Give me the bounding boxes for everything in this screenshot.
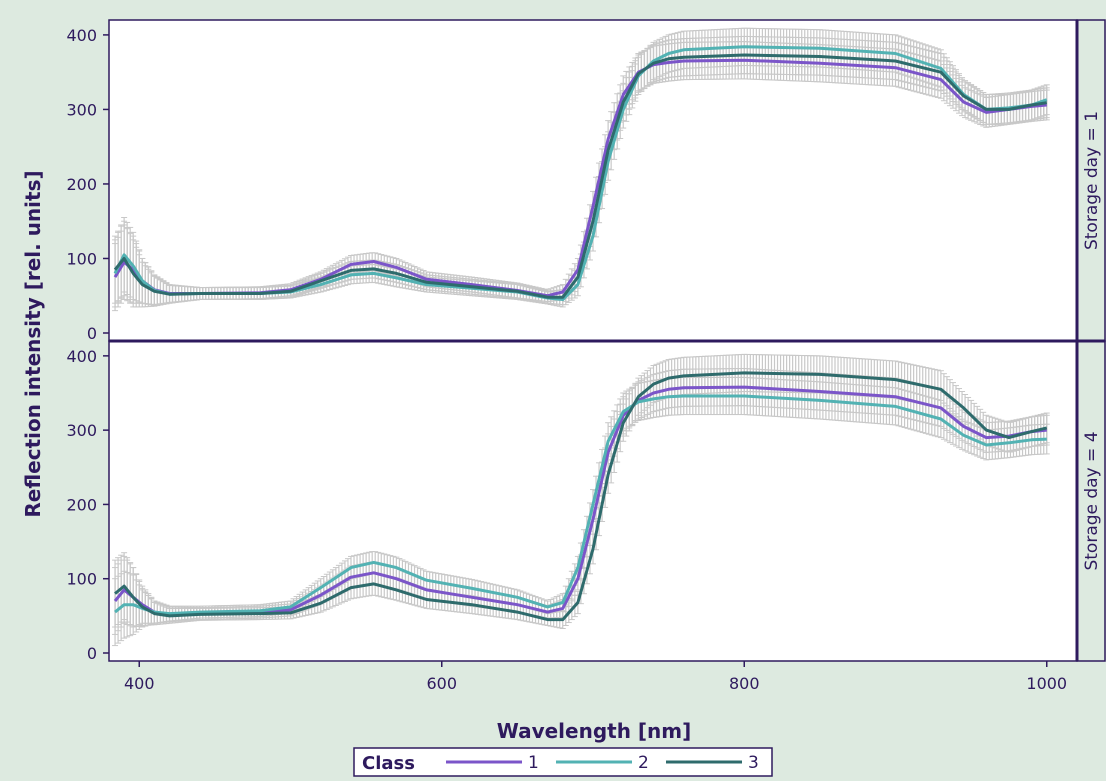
- y-tick-label: 200: [66, 175, 97, 194]
- y-tick-label: 100: [66, 249, 97, 268]
- panel-strip: [1077, 341, 1105, 661]
- panel-1: 0 100 200 300 400 Storage day = 1: [66, 19, 1106, 343]
- y-tick-label: 300: [66, 100, 97, 119]
- strip-label: Storage day = 1: [1082, 111, 1102, 250]
- y-tick-label: 0: [87, 324, 97, 343]
- panel-strip: [1077, 20, 1105, 341]
- series-line-class-3: [113, 53, 1048, 299]
- panels-layer: 0 100 200 300 400 Storage day = 1 010020030040…: [66, 19, 1106, 663]
- y-tick-label: 400: [66, 26, 97, 45]
